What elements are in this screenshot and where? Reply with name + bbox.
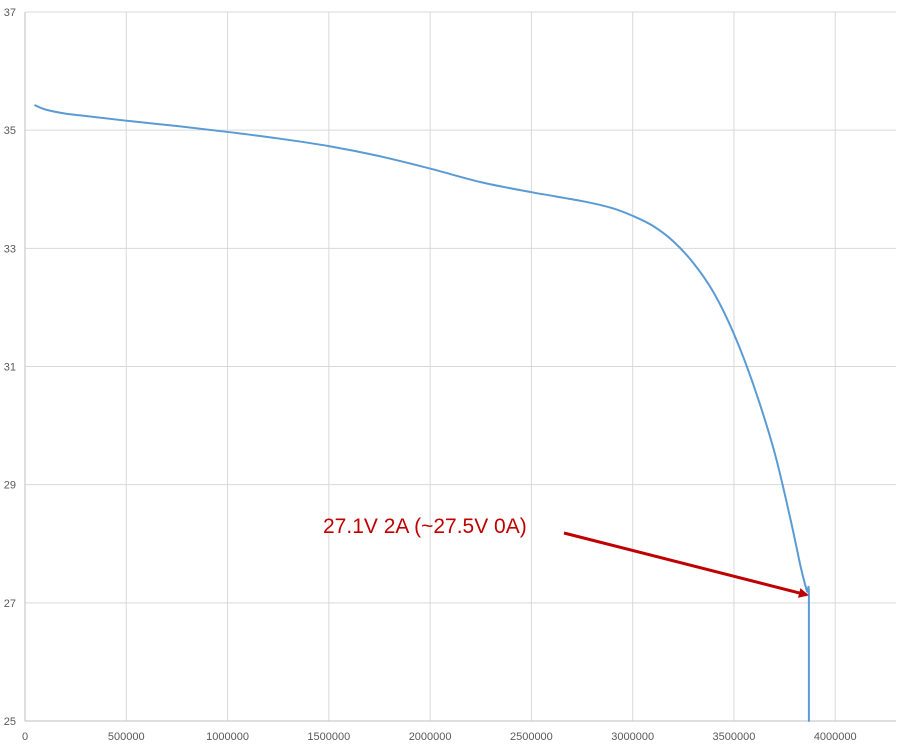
x-tick-label: 0 (22, 731, 28, 743)
axes (24, 12, 896, 722)
y-tick-label: 33 (4, 243, 16, 255)
series-layer (34, 104, 810, 722)
y-tick-label: 31 (4, 362, 16, 374)
x-tick-label: 1000000 (206, 731, 249, 743)
y-tick-label: 25 (4, 716, 16, 728)
x-tick-label: 4000000 (814, 731, 857, 743)
tick-labels: 0 500000 1000000 1500000 2000000 2500000 30000… (4, 7, 857, 743)
x-tick-label: 500000 (108, 731, 145, 743)
x-tick-label: 2000000 (409, 731, 452, 743)
x-tick-label: 2500000 (510, 731, 553, 743)
grid (25, 11, 896, 721)
y-tick-label: 35 (4, 125, 16, 137)
annotation-label: 27.1V 2A (~27.5V 0A) (323, 515, 527, 538)
annotation-arrow (563, 531, 809, 598)
series-line (34, 104, 810, 722)
x-tick-label: 1500000 (307, 731, 350, 743)
y-tick-label: 27 (4, 598, 16, 610)
y-tick-label: 37 (4, 7, 16, 19)
y-tick-label: 29 (4, 480, 16, 492)
x-tick-label: 3500000 (713, 731, 756, 743)
x-tick-label: 3000000 (611, 731, 654, 743)
annotation-layer: 27.1V 2A (~27.5V 0A) (323, 515, 809, 598)
